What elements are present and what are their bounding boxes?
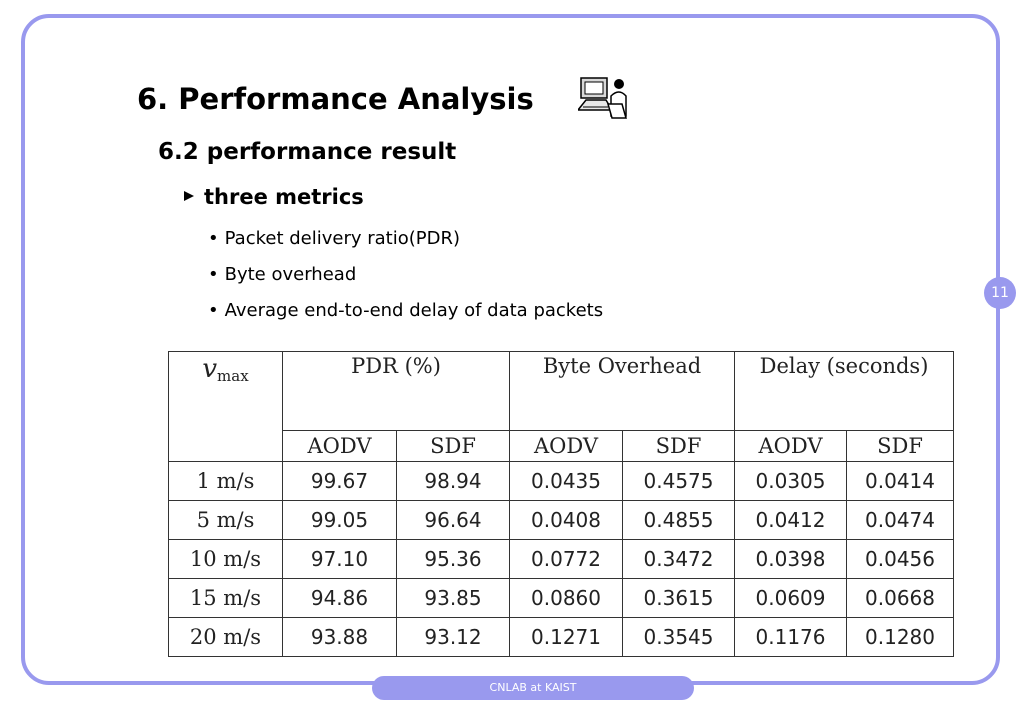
- value-cell: 0.0456: [846, 539, 955, 579]
- bullet-dot-icon: •: [208, 300, 219, 321]
- value-cell: 0.4575: [622, 461, 736, 501]
- value-cell: 0.0305: [734, 461, 848, 501]
- value-cell: 93.12: [395, 617, 511, 657]
- value-cell: 0.3545: [622, 617, 736, 657]
- value-cell: 0.4855: [622, 500, 736, 540]
- results-table: vmax PDR (%) Byte Overhead Delay (second…: [168, 351, 955, 657]
- value-cell: 0.0414: [846, 461, 955, 501]
- value-cell: 95.36: [395, 539, 511, 579]
- speed-cell: 20 m/s: [168, 617, 283, 657]
- value-cell: 0.3472: [622, 539, 736, 579]
- subcolumn-header: SDF: [622, 430, 736, 462]
- speed-cell: 10 m/s: [168, 539, 283, 579]
- table-row: 20 m/s 93.88 93.12 0.1271 0.3545 0.1176 …: [168, 617, 955, 657]
- value-cell: 0.1271: [509, 617, 624, 657]
- speed-cell: 1 m/s: [168, 461, 283, 501]
- group-header-delay: Delay (seconds): [734, 351, 955, 431]
- metric-item: • Byte overhead: [208, 264, 357, 285]
- subcolumn-header: AODV: [734, 430, 848, 462]
- subcolumn-header: AODV: [509, 430, 624, 462]
- value-cell: 0.0398: [734, 539, 848, 579]
- value-cell: 93.85: [395, 578, 511, 618]
- value-cell: 0.0435: [509, 461, 624, 501]
- subcolumn-header: SDF: [395, 430, 511, 462]
- group-header-byte-overhead: Byte Overhead: [509, 351, 736, 431]
- value-cell: 0.0772: [509, 539, 624, 579]
- value-cell: 0.0609: [734, 578, 848, 618]
- value-cell: 99.05: [282, 500, 397, 540]
- table-row: 15 m/s 94.86 93.85 0.0860 0.3615 0.0609 …: [168, 578, 955, 618]
- group-header-pdr: PDR (%): [281, 351, 511, 431]
- page-number-badge: 11: [984, 277, 1016, 309]
- metrics-heading: three metrics: [204, 185, 364, 209]
- value-cell: 0.3615: [622, 578, 736, 618]
- value-cell: 94.86: [282, 578, 397, 618]
- table-row: 1 m/s 99.67 98.94 0.0435 0.4575 0.0305 0…: [168, 461, 955, 501]
- computer-user-icon: [578, 77, 627, 119]
- value-cell: 0.0860: [509, 578, 624, 618]
- value-cell: 0.0474: [846, 500, 955, 540]
- speed-cell: 15 m/s: [168, 578, 283, 618]
- bullet-dot-icon: •: [208, 264, 219, 285]
- value-cell: 98.94: [395, 461, 511, 501]
- vmax-header: vmax: [168, 351, 283, 462]
- subcolumn-header: AODV: [282, 430, 397, 462]
- slide-title: 6. Performance Analysis: [137, 82, 534, 116]
- subcolumn-header: SDF: [846, 430, 955, 462]
- footer-label: CNLAB at KAIST: [372, 676, 694, 700]
- section-subtitle: 6.2 performance result: [158, 139, 457, 165]
- bullet-dot-icon: •: [208, 228, 219, 249]
- table-row: 10 m/s 97.10 95.36 0.0772 0.3472 0.0398 …: [168, 539, 955, 579]
- value-cell: 0.1280: [846, 617, 955, 657]
- value-cell: 93.88: [282, 617, 397, 657]
- metric-item: • Packet delivery ratio(PDR): [208, 228, 461, 249]
- value-cell: 99.67: [282, 461, 397, 501]
- value-cell: 96.64: [395, 500, 511, 540]
- metric-item: • Average end-to-end delay of data packet…: [208, 300, 604, 321]
- value-cell: 0.0408: [509, 500, 624, 540]
- triangle-bullet-icon: [184, 191, 194, 201]
- speed-cell: 5 m/s: [168, 500, 283, 540]
- value-cell: 0.0412: [734, 500, 848, 540]
- value-cell: 97.10: [282, 539, 397, 579]
- value-cell: 0.0668: [846, 578, 955, 618]
- table-row: 5 m/s 99.05 96.64 0.0408 0.4855 0.0412 0…: [168, 500, 955, 540]
- value-cell: 0.1176: [734, 617, 848, 657]
